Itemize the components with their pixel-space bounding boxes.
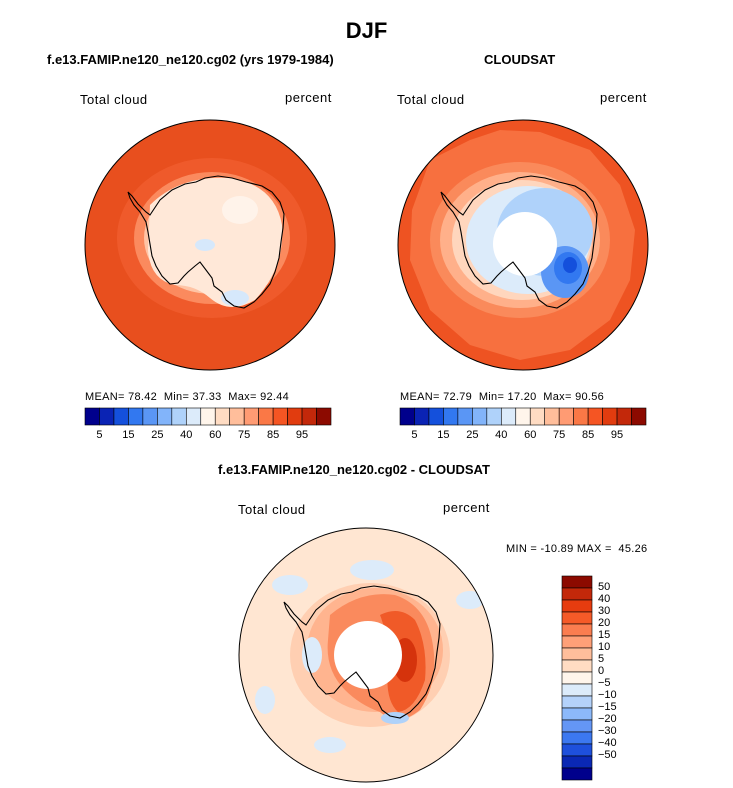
colorbar-swatch — [631, 407, 647, 426]
panel-cloudsat-stats: MEAN= 72.79 Min= 17.20 Max= 90.56 — [400, 391, 605, 403]
colorbar-tick-label: 95 — [295, 429, 309, 441]
colorbar-tick-label: −10 — [598, 689, 617, 701]
colorbar-tick-label: 25 — [151, 429, 164, 441]
panel-diff-title: f.e13.FAMIP.ne120_ne120.cg02 - CLOUDSAT — [218, 462, 490, 477]
colorbar-tick-label: 15 — [598, 629, 611, 641]
colorbar-tick-label: 95 — [610, 429, 624, 441]
colorbar-tick-label: 5 — [96, 429, 103, 441]
colorbar-swatch — [561, 767, 593, 781]
panel-model-units: percent — [285, 90, 332, 105]
colorbar-swatch — [561, 755, 593, 769]
colorbar-tick-label: 40 — [180, 429, 193, 441]
colorbar-swatch — [561, 683, 593, 697]
figure-title: DJF — [345, 18, 388, 43]
colorbar-tick-label: 50 — [598, 581, 611, 593]
panel-diff-units: percent — [443, 500, 490, 515]
colorbar-tick-label: −5 — [598, 677, 611, 689]
coastline-difference — [283, 585, 441, 719]
colorbar-tick-label: 85 — [581, 429, 595, 441]
colorbar-swatch — [561, 611, 593, 625]
colorbar-tick-label: −20 — [598, 713, 617, 725]
colorbar-tick-label: 30 — [598, 605, 611, 617]
colorbar-swatch — [561, 587, 593, 601]
colorbar-tick-label: 85 — [266, 429, 280, 441]
panel-cloudsat-title: CLOUDSAT — [484, 52, 556, 67]
panel-diff-variable: Total cloud — [238, 502, 306, 517]
colorbar-tick-label: 40 — [598, 593, 611, 605]
panel-cloudsat-units: percent — [600, 90, 647, 105]
colorbar-tick-label: 15 — [437, 429, 450, 441]
colorbar-swatch — [561, 659, 593, 673]
colorbar-swatch — [561, 731, 593, 745]
colorbar-swatch — [561, 623, 593, 637]
colorbar-cloudsat — [399, 407, 647, 426]
colorbar-tick-label: 25 — [466, 429, 479, 441]
colorbar-swatch — [561, 719, 593, 733]
colorbar-tick-label: 20 — [598, 617, 611, 629]
colorbar-tick-label: −50 — [598, 749, 617, 761]
colorbar-swatch — [561, 647, 593, 661]
colorbar-tick-label: 5 — [411, 429, 418, 441]
panel-diff-stats: MIN = -10.89 MAX = 45.26 — [506, 543, 648, 555]
colorbar-tick-label: 10 — [598, 641, 611, 653]
coastline-model — [127, 175, 285, 309]
colorbar-tick-label: 15 — [122, 429, 135, 441]
colorbar-swatch — [561, 695, 593, 709]
colorbar-swatch — [561, 599, 593, 613]
panel-model-title: f.e13.FAMIP.ne120_ne120.cg02 (yrs 1979-1… — [47, 52, 334, 67]
colorbar-tick-label: −40 — [598, 737, 617, 749]
colorbar-tick-label: 0 — [598, 665, 605, 677]
colorbar-swatch — [316, 407, 332, 426]
colorbar-tick-label: −15 — [598, 701, 617, 713]
colorbar-swatch — [561, 671, 593, 685]
colorbar-tick-label: −30 — [598, 725, 617, 737]
colorbar-tick-label: 60 — [209, 429, 222, 441]
colorbar-tick-label: 75 — [238, 429, 251, 441]
colorbar-difference — [561, 575, 593, 781]
colorbar-tick-label: 60 — [524, 429, 537, 441]
colorbar-tick-label: 40 — [495, 429, 508, 441]
panel-model-variable: Total cloud — [80, 92, 148, 107]
colorbar-swatch — [561, 743, 593, 757]
coastline-cloudsat — [440, 175, 598, 309]
panel-model-stats: MEAN= 78.42 Min= 37.33 Max= 92.44 — [85, 391, 290, 403]
panel-cloudsat-variable: Total cloud — [397, 92, 465, 107]
colorbar-model — [84, 407, 332, 426]
colorbar-swatch — [561, 707, 593, 721]
colorbar-swatch — [561, 575, 593, 589]
colorbar-swatch — [561, 635, 593, 649]
colorbar-tick-label: 5 — [598, 653, 605, 665]
colorbar-tick-label: 75 — [553, 429, 566, 441]
